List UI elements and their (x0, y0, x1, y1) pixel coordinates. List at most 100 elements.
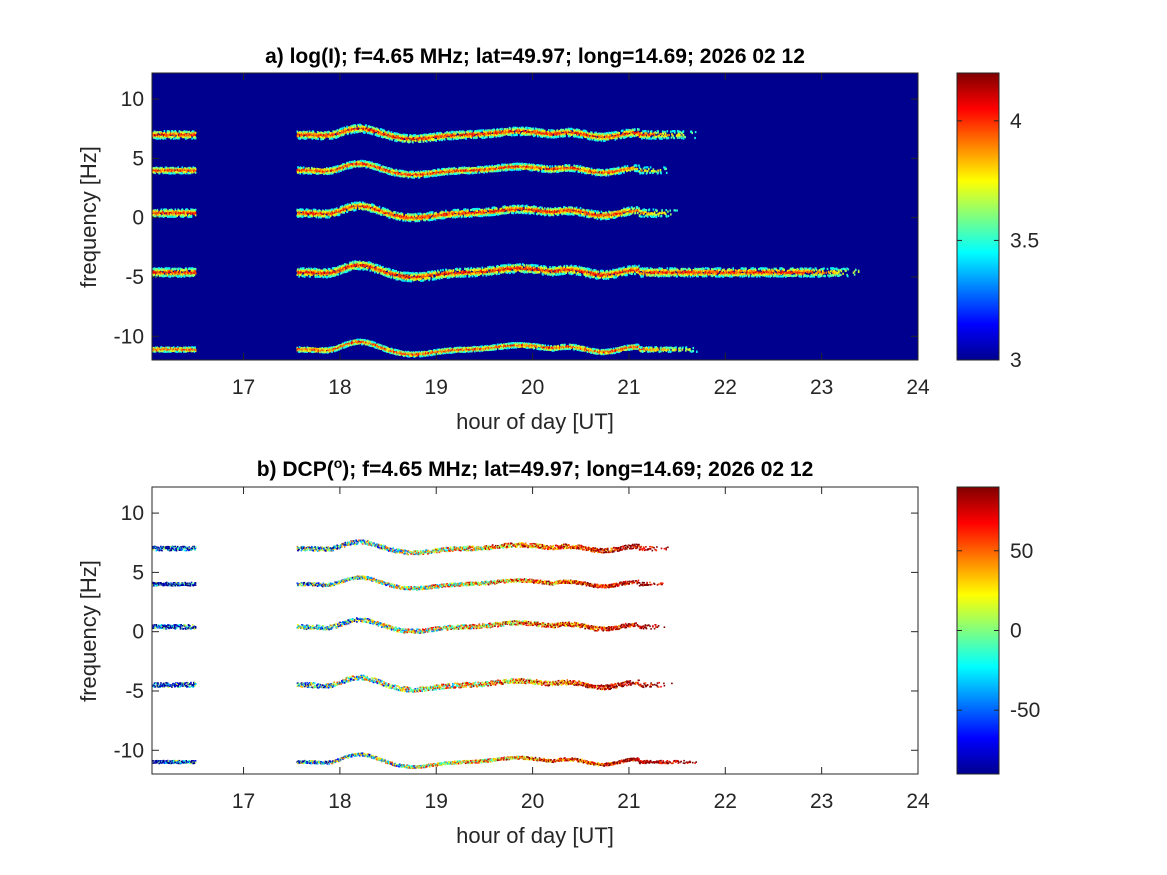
panel-a-trace-point (342, 168, 345, 171)
panel-a-trace-point (435, 174, 438, 177)
panel-a-trace-point (663, 166, 665, 169)
panel-a-trace-point (568, 128, 571, 131)
panel-a-trace-point (319, 133, 322, 136)
panel-a-trace-point (444, 212, 447, 215)
panel-a-trace-point (154, 171, 156, 175)
panel-a-trace-point (555, 169, 558, 172)
panel-a-trace-point (380, 135, 383, 138)
panel-a-trace-point (391, 133, 394, 136)
panel-a-trace-point (477, 165, 480, 168)
panel-a-trace-point (618, 168, 621, 171)
panel-a-trace-point (317, 137, 319, 141)
panel-a-trace-point (523, 129, 525, 133)
panel-a-trace-point (328, 131, 330, 134)
panel-a-trace-point (649, 137, 651, 140)
panel-a-trace-point (322, 215, 324, 218)
panel-a-trace-point (375, 166, 378, 169)
panel-a-trace-point (452, 138, 455, 141)
panel-a-trace-point (338, 210, 340, 213)
panel-a-trace-point (655, 170, 658, 173)
panel-a-trace-point (505, 130, 507, 133)
panel-a-trace-point (172, 170, 174, 173)
panel-a-trace-point (179, 171, 182, 174)
panel-a-trace-point (170, 172, 173, 175)
panel-a-trace-point (413, 139, 415, 142)
panel-a-trace-point (583, 167, 586, 170)
panel-a-trace-point (682, 134, 685, 137)
panel-a-trace-point (386, 212, 389, 215)
panel-a-trace-point (342, 133, 345, 136)
panel-a-trace-point (332, 209, 335, 212)
panel-a-trace-point (305, 167, 307, 170)
panel-a-trace-point (336, 129, 338, 132)
panel-a-trace-point (155, 210, 158, 213)
panel-a-trace-point (665, 171, 668, 174)
panel-a-trace-point (175, 215, 177, 218)
panel-a-trace-point (618, 132, 621, 135)
panel-a-trace-point (557, 133, 560, 136)
panel-a-trace-point (420, 213, 423, 216)
panel-a-trace-point (364, 208, 367, 211)
panel-a-trace-point (190, 134, 193, 137)
panel-a-trace-point (423, 218, 425, 222)
panel-a-trace-point (460, 169, 463, 172)
panel-a-trace-point (576, 167, 579, 170)
panel-a-trace-point (368, 125, 371, 129)
panel-a-trace-point (341, 211, 344, 214)
panel-a-trace-point (389, 172, 391, 175)
panel-a-trace-point (405, 136, 408, 139)
panel-a-trace-point (437, 215, 439, 218)
panel-a-trace-point (497, 169, 500, 172)
panel-a-trace-point (581, 171, 583, 174)
panel-a-trace-point (394, 174, 396, 177)
panel-a-trace-point (445, 133, 448, 136)
panel-a-trace-point (424, 139, 427, 143)
panel-a-trace-point (471, 130, 473, 133)
panel-a-trace-point (311, 133, 313, 136)
panel-a-trace-point (371, 165, 373, 168)
panel-a-trace-point (527, 168, 530, 171)
panel-a-trace-point (577, 130, 580, 133)
panel-a-trace-point (189, 215, 192, 218)
panel-a-trace-point (678, 133, 680, 136)
panel-a-trace-point (645, 130, 647, 133)
panel-a-trace-point (396, 215, 398, 218)
panel-a-trace-point (452, 216, 454, 219)
panel-a-trace-point (486, 166, 489, 169)
panel-a-trace-point (397, 215, 400, 218)
panel-a-trace-point (344, 165, 347, 168)
panel-a-trace-point (433, 171, 435, 175)
panel-a-trace-point (661, 130, 664, 133)
panel-a-trace-point (375, 212, 378, 215)
panel-a-trace-point (619, 168, 622, 171)
panel-a-trace-point (336, 169, 338, 172)
panel-a-trace-point (528, 129, 531, 132)
panel-a-trace-point (538, 169, 540, 172)
panel-a-trace-point (617, 169, 619, 172)
panel-a-trace-point (308, 130, 311, 133)
panel-a-trace-point (378, 209, 380, 212)
panel-a-trace-point (604, 170, 607, 173)
panel-a-trace-point (378, 163, 380, 166)
panel-a-trace-point (652, 169, 654, 172)
panel-a-trace-point (350, 131, 353, 134)
panel-a-trace-point (356, 129, 358, 132)
panel-a-trace-point (453, 132, 456, 136)
panel-a-trace-point (341, 167, 344, 170)
panel-a-trace-point (161, 135, 164, 138)
panel-a-trace-point (508, 130, 510, 133)
panel-a-trace-point (457, 209, 460, 212)
panel-a-trace-point (476, 169, 478, 172)
panel-a-trace-point (583, 135, 586, 138)
panel-a-trace-point (306, 208, 309, 211)
panel-a-trace-point (169, 212, 172, 215)
panel-a-trace-point (551, 129, 554, 132)
panel-a-trace-point (460, 210, 462, 213)
panel-a-trace-point (448, 211, 451, 214)
panel-a-trace-point (517, 168, 519, 171)
panel-a-trace-point (607, 174, 610, 177)
panel-a-trace-point (298, 133, 301, 136)
panel-a-trace-point (534, 165, 536, 168)
panel-a-trace-point (477, 131, 480, 134)
panel-a-trace-point (657, 136, 660, 139)
